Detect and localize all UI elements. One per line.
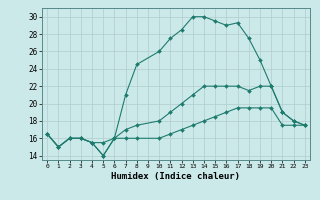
X-axis label: Humidex (Indice chaleur): Humidex (Indice chaleur) [111,172,241,181]
